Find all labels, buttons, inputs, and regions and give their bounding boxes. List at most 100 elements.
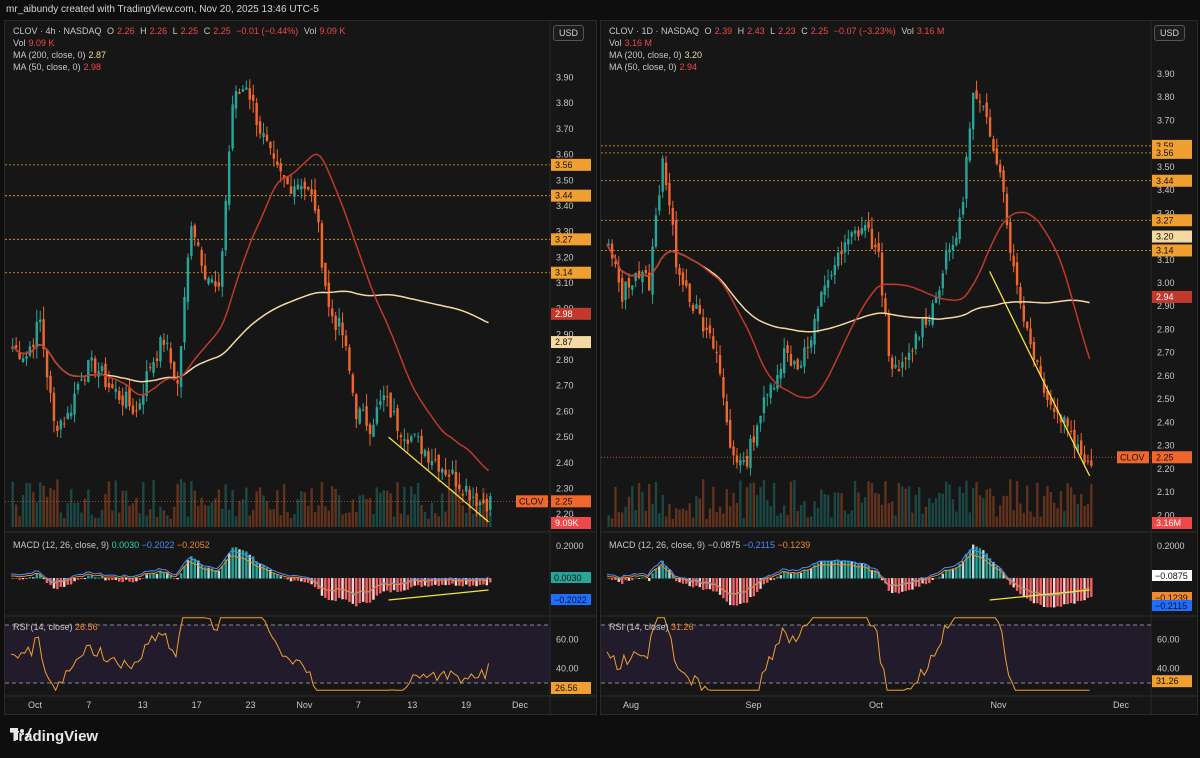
macd-histogram-bar bbox=[769, 578, 772, 581]
macd-histogram-bar bbox=[231, 547, 234, 579]
price-tick-label: 3.20 bbox=[556, 252, 574, 262]
volume-bar bbox=[681, 508, 685, 527]
macd-histogram-bar bbox=[135, 578, 138, 582]
candle bbox=[965, 156, 968, 199]
level-tag: 3.14 bbox=[1156, 245, 1174, 255]
volume-bar bbox=[341, 514, 344, 527]
ma-tag: 2.87 bbox=[555, 337, 573, 347]
chart-panel-right[interactable]: 3.903.803.703.603.503.403.303.203.103.00… bbox=[600, 20, 1198, 715]
candle bbox=[437, 454, 440, 472]
currency-button-right[interactable]: USD bbox=[1154, 25, 1186, 41]
volume-bar bbox=[1036, 482, 1039, 527]
candle bbox=[627, 278, 631, 288]
volume-bar bbox=[810, 516, 813, 527]
volume-bar bbox=[35, 502, 38, 527]
volume-bar bbox=[783, 505, 786, 527]
macd-histogram-bar bbox=[870, 569, 874, 579]
macd-line bbox=[10, 550, 489, 596]
macd-histogram-bar bbox=[850, 561, 853, 579]
candle bbox=[931, 303, 934, 325]
macd-histogram-bar bbox=[97, 577, 100, 579]
macd-histogram-bar bbox=[880, 578, 884, 581]
candle bbox=[658, 195, 661, 211]
volume-bar bbox=[286, 511, 289, 527]
candle bbox=[1032, 341, 1036, 360]
candle bbox=[708, 325, 712, 334]
chart-canvas-left[interactable]: 3.903.803.703.603.503.403.303.203.103.00… bbox=[5, 21, 596, 714]
macd-tag-bg bbox=[551, 594, 591, 605]
price-tick-label: 2.40 bbox=[1157, 417, 1175, 427]
volume-bar bbox=[718, 506, 722, 527]
macd-histogram-bar bbox=[471, 578, 475, 586]
volume-bar bbox=[331, 486, 334, 527]
volume-bar bbox=[131, 503, 135, 527]
volume-bar bbox=[368, 497, 372, 527]
level-tag: 3.44 bbox=[555, 191, 573, 201]
candle bbox=[179, 346, 183, 388]
symbol-tag: CLOV bbox=[519, 496, 544, 506]
macd-histogram-bar bbox=[695, 578, 698, 586]
candle bbox=[138, 403, 142, 410]
tradingview-brand[interactable]: TradingView bbox=[10, 728, 99, 745]
macd-histogram-bar bbox=[1026, 578, 1029, 599]
macd-histogram-bar bbox=[985, 553, 988, 579]
volume-bar bbox=[440, 493, 444, 527]
volume-bar bbox=[293, 514, 296, 527]
candle bbox=[958, 217, 961, 240]
price-tick-label: 3.40 bbox=[556, 201, 574, 211]
candle bbox=[972, 92, 975, 130]
candle bbox=[668, 182, 671, 206]
macd-histogram-bar bbox=[607, 578, 610, 579]
time-tick-label: 13 bbox=[407, 700, 417, 710]
macd-histogram-bar bbox=[152, 573, 155, 579]
macd-histogram-bar bbox=[874, 570, 877, 579]
candle bbox=[1022, 305, 1025, 322]
candle bbox=[18, 352, 21, 359]
level-tag: 3.14 bbox=[555, 268, 573, 278]
candle bbox=[176, 380, 179, 384]
candle bbox=[705, 327, 708, 331]
candle bbox=[864, 225, 867, 231]
macd-histogram-bar bbox=[35, 573, 38, 579]
macd-histogram-bar bbox=[296, 578, 300, 581]
macd-histogram-bar bbox=[90, 575, 93, 579]
volume-bar bbox=[138, 513, 142, 527]
volume-bar bbox=[823, 493, 826, 527]
volume-bar bbox=[965, 480, 968, 527]
candle bbox=[918, 337, 921, 339]
price-tick-label: 2.90 bbox=[556, 329, 574, 339]
macd-histogram-bar bbox=[286, 578, 289, 580]
candle bbox=[1015, 262, 1019, 285]
volume-bar bbox=[813, 501, 816, 527]
macd-histogram-bar bbox=[341, 578, 344, 600]
candle bbox=[121, 395, 124, 406]
macd-histogram-bar bbox=[186, 560, 190, 579]
macd-histogram-bar bbox=[688, 578, 691, 587]
candle bbox=[830, 274, 833, 277]
volume-bar bbox=[850, 510, 853, 527]
rsi-tag-bg bbox=[551, 681, 591, 694]
macd-histogram-bar bbox=[21, 578, 25, 580]
candle bbox=[722, 377, 725, 398]
currency-button-left[interactable]: USD bbox=[553, 25, 585, 41]
volume-bar bbox=[159, 506, 162, 527]
candle bbox=[688, 283, 691, 303]
chart-canvas-right[interactable]: 3.903.803.703.603.503.403.303.203.103.00… bbox=[601, 21, 1197, 714]
chart-panel-left[interactable]: 3.903.803.703.603.503.403.303.203.103.00… bbox=[4, 20, 597, 715]
candle bbox=[610, 243, 614, 259]
candle bbox=[310, 189, 313, 195]
macd-histogram-bar bbox=[437, 578, 440, 586]
volume-bar bbox=[406, 515, 410, 527]
macd-histogram-bar bbox=[776, 576, 779, 579]
volume-bar bbox=[186, 516, 190, 527]
candle bbox=[880, 252, 884, 296]
macd-histogram-bar bbox=[945, 569, 948, 579]
volume-bar bbox=[661, 495, 664, 527]
price-tick-label: 3.50 bbox=[1157, 162, 1175, 172]
volume-bar bbox=[806, 517, 809, 527]
macd-histogram-bar bbox=[857, 563, 860, 579]
macd-histogram-bar bbox=[210, 568, 214, 579]
macd-histogram-bar bbox=[759, 578, 762, 589]
volume-bar bbox=[830, 517, 833, 527]
candle bbox=[447, 474, 451, 477]
